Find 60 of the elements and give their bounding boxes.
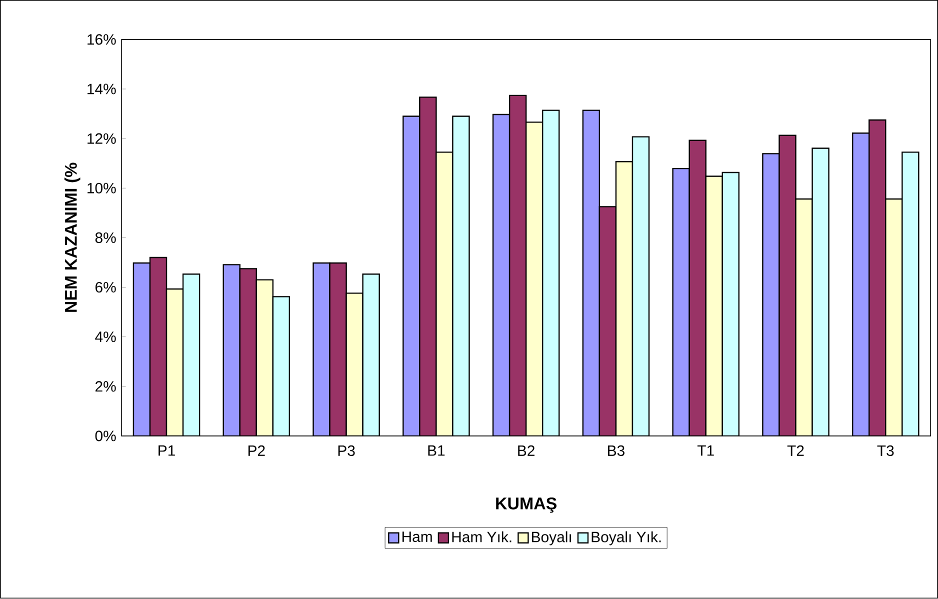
x-axis-title: KUMAŞ [496,498,556,514]
bar [762,154,780,436]
bar [672,168,690,436]
bar [362,274,380,436]
y-tick-label: 10% [88,183,116,194]
bar [812,148,829,436]
bar [510,96,526,436]
bar [868,120,886,436]
bar [183,274,200,436]
bar [330,263,346,436]
bar [436,152,453,436]
bar [150,258,167,436]
bar [616,162,632,436]
legend-label: Boyalı [532,532,571,546]
x-tick-label: T1 [697,446,714,456]
legend-label: Boyalı Yık. [592,532,661,546]
bar [223,264,240,436]
bar [796,199,812,436]
x-tick-label: B2 [518,446,534,456]
y-tick-label: 0% [95,430,116,442]
x-tick-label: T2 [787,446,804,456]
bar [420,97,436,436]
bar [313,263,330,436]
bar [526,122,543,436]
bar [689,140,706,436]
bar [722,172,739,436]
bar [706,176,722,436]
bar [403,116,420,436]
y-tick-label: 16% [88,34,116,45]
x-tick-label: B3 [608,446,624,456]
y-tick-label: 6% [96,282,116,293]
x-tick-label: P2 [248,446,265,456]
x-tick-label: P1 [158,446,175,456]
bar [779,136,796,436]
bar [493,114,510,436]
bar [272,296,290,436]
bar [240,268,256,436]
y-tick-label: 2% [96,381,116,392]
y-axis-title: NEM KAZANIMI (% [64,163,80,312]
bar [452,116,470,436]
bar [885,198,903,436]
bar [166,289,184,436]
bar [632,137,650,436]
x-tick-label: T3 [877,446,894,456]
bar [902,152,920,436]
x-tick-label: P3 [338,446,355,456]
bar [599,206,616,436]
legend-label: Ham [402,532,432,542]
y-tick-label: 4% [95,332,116,342]
bar [256,280,273,436]
bar [852,132,870,436]
y-tick-label: 8% [95,232,116,244]
bar [133,263,150,436]
x-tick-label: B1 [428,446,445,456]
y-tick-label: 12% [88,134,116,144]
legend-label: Ham Yık. [452,532,512,543]
bar [542,110,560,436]
bar [582,110,600,436]
bar [346,293,363,436]
y-tick-label: 14% [88,84,116,94]
